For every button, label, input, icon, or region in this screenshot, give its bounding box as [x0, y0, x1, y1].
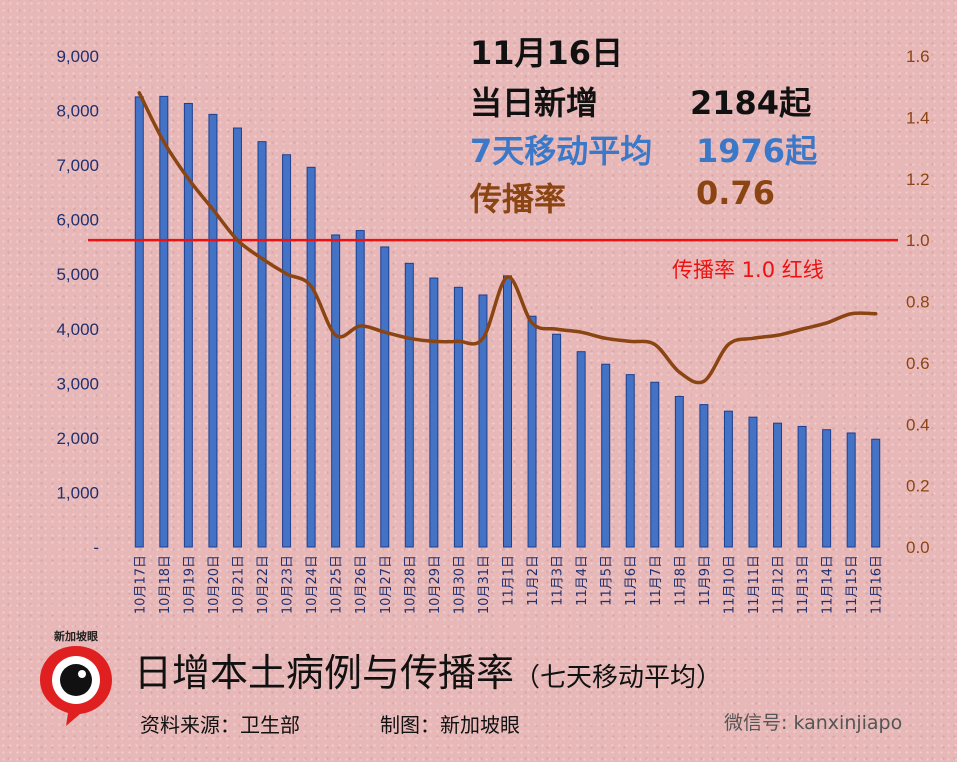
y-left-tick-label: 8,000: [56, 102, 99, 121]
y-left-tick-label: 1,000: [56, 483, 99, 502]
rate-line: [137, 91, 878, 385]
bar: [699, 404, 709, 548]
logo-text: 新加坡眼: [54, 630, 98, 643]
y-left-tick-label: -: [93, 538, 99, 557]
chart-title-paren: （七天移动平均）: [514, 663, 723, 693]
x-tick-label: 11月14日: [821, 555, 836, 614]
x-tick-label: 10月20日: [207, 555, 222, 614]
x-tick-label: 10月28日: [403, 555, 418, 614]
x-tick-label: 10月22日: [256, 555, 271, 614]
bar: [650, 381, 660, 548]
y-right-tick-label: 1.0: [906, 231, 930, 250]
x-tick-label: 10月26日: [354, 555, 369, 614]
annotation-new-cases-label: 当日新增: [470, 84, 599, 122]
annotation-ma-label: 7天移动平均: [470, 132, 653, 170]
x-tick-label: 11月16日: [870, 555, 885, 614]
bar: [674, 395, 684, 548]
bar: [159, 95, 169, 548]
bar: [282, 154, 292, 548]
x-tick-label: 10月17日: [133, 555, 148, 614]
bar: [453, 286, 463, 548]
y-right-tick-label: 0.2: [906, 477, 930, 496]
x-tick-label: 10月31日: [477, 555, 492, 614]
x-tick-label: 11月7日: [649, 555, 664, 606]
y-left-tick-label: 5,000: [56, 265, 99, 284]
y-right-tick-label: 1.6: [906, 47, 930, 66]
y-right-tick-label: 1.2: [906, 170, 930, 189]
y-right-tick-label: 0.8: [906, 293, 930, 312]
x-tick-label: 11月5日: [600, 555, 615, 606]
bar: [404, 262, 414, 548]
bar: [625, 374, 635, 548]
bar: [208, 113, 218, 548]
x-tick-label: 11月4日: [575, 555, 590, 606]
x-tick-label: 11月11日: [747, 555, 762, 614]
x-tick-label: 11月13日: [796, 555, 811, 614]
x-tick-label: 10月29日: [428, 555, 443, 614]
x-tick-label: 11月6日: [624, 555, 639, 606]
x-tick-label: 10月21日: [231, 555, 246, 614]
bar: [797, 425, 807, 548]
bar: [478, 294, 488, 548]
bar: [355, 230, 365, 548]
bar: [232, 127, 242, 548]
x-tick-label: 11月9日: [698, 555, 713, 606]
x-tick-label: 11月10日: [722, 555, 737, 614]
bar: [601, 363, 611, 548]
bar: [748, 416, 758, 548]
y-left-tick-label: 6,000: [56, 211, 99, 230]
annotation-rate-label: 传播率: [470, 180, 567, 218]
chart-title-main: 日增本土病例与传播率: [134, 651, 515, 695]
made-by-text: 制图：新加坡眼: [380, 713, 520, 737]
y-left-tick-label: 7,000: [56, 156, 99, 175]
y-left-tick-label: 4,000: [56, 320, 99, 339]
x-tick-label: 10月30日: [452, 555, 467, 614]
bar: [846, 432, 856, 548]
annotation-ma-value: 1976起: [696, 132, 818, 170]
y-left-tick-label: 3,000: [56, 374, 99, 393]
x-tick-label: 11月2日: [526, 555, 541, 606]
bar: [134, 96, 144, 548]
x-tick-label: 11月8日: [673, 555, 688, 606]
x-tick-label: 11月15日: [845, 555, 860, 614]
chart-title: 日增本土病例与传播率（七天移动平均）: [134, 642, 722, 697]
y-left-tick-label: 9,000: [56, 47, 99, 66]
x-tick-label: 10月19日: [182, 555, 197, 614]
y-right-tick-label: 0.0: [906, 538, 930, 557]
bar: [723, 410, 733, 548]
bar: [380, 246, 390, 548]
bar: [183, 102, 193, 548]
bar: [527, 315, 537, 548]
eye-logo-icon: [40, 646, 112, 726]
x-tick-label: 10月25日: [330, 555, 345, 614]
x-tick-label: 11月3日: [551, 555, 566, 606]
annotation-date: 11月16日: [470, 34, 624, 72]
bar: [576, 351, 586, 548]
annotation-rate-value: 0.76: [696, 174, 775, 212]
y-right-tick-label: 1.4: [906, 108, 930, 127]
reference-line-label: 传播率 1.0 红线: [672, 258, 824, 282]
bar: [257, 141, 267, 548]
bar: [552, 333, 562, 548]
y-right-tick-label: 0.4: [906, 415, 930, 434]
bar: [871, 438, 881, 548]
y-left-tick-label: 2,000: [56, 429, 99, 448]
source-text: 资料来源：卫生部: [140, 713, 300, 737]
y-right-tick-label: 0.6: [906, 354, 930, 373]
x-tick-label: 10月18日: [158, 555, 173, 614]
bar: [503, 275, 512, 548]
bar: [331, 234, 341, 548]
annotation-new-cases-value: 2184起: [690, 84, 812, 122]
bar: [429, 277, 439, 548]
x-tick-label: 10月27日: [379, 555, 394, 614]
wechat-id: 微信号: kanxinjiapo: [724, 712, 903, 734]
x-tick-label: 11月1日: [502, 555, 517, 606]
x-tick-label: 10月23日: [281, 555, 296, 614]
x-tick-label: 10月24日: [305, 555, 320, 614]
bar: [822, 429, 832, 548]
bar: [306, 166, 316, 548]
x-tick-label: 11月12日: [772, 555, 787, 614]
bar: [773, 422, 783, 548]
